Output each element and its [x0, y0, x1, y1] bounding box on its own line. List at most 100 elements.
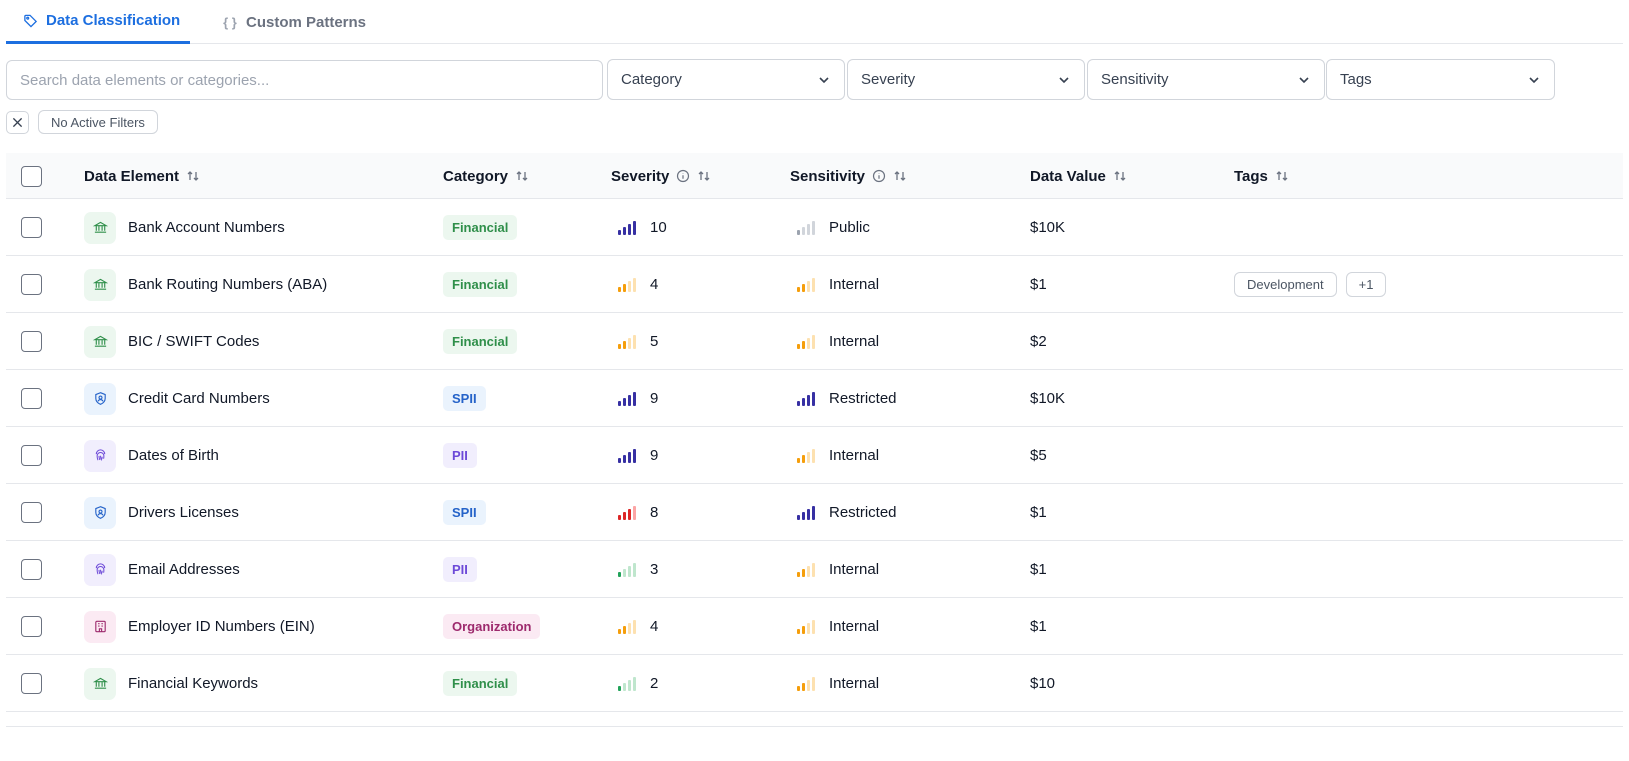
- tab-custom-patterns[interactable]: { } Custom Patterns: [222, 0, 366, 44]
- data-element-name: Employer ID Numbers (EIN): [128, 618, 315, 635]
- column-header-category[interactable]: Category: [443, 153, 529, 199]
- tag-chip[interactable]: +1: [1345, 272, 1387, 297]
- column-header-tags[interactable]: Tags: [1234, 153, 1289, 199]
- sort-icon[interactable]: [1275, 169, 1289, 183]
- data-element-name: Email Addresses: [128, 561, 240, 578]
- row-checkbox[interactable]: [21, 616, 42, 637]
- select-all-checkbox[interactable]: [21, 165, 42, 187]
- data-element-name: Credit Card Numbers: [128, 390, 270, 407]
- category-badge: Organization: [443, 614, 541, 639]
- table-row[interactable]: Credit Card Numbers SPII 9 Restricted $1…: [6, 370, 1623, 427]
- level-bar: [618, 514, 621, 520]
- sensitivity-bars-icon: [797, 562, 815, 577]
- row-checkbox[interactable]: [21, 502, 42, 523]
- divider: [6, 726, 1623, 727]
- level-bar: [802, 340, 805, 349]
- severity-bars-icon: [618, 676, 636, 691]
- column-label: Severity: [611, 167, 670, 185]
- sensitivity-filter-select[interactable]: Sensitivity: [1087, 59, 1325, 100]
- level-bar: [812, 334, 815, 349]
- tag-chip[interactable]: Development: [1234, 272, 1337, 297]
- tab-label: Custom Patterns: [246, 13, 367, 31]
- select-label: Tags: [1340, 71, 1372, 88]
- level-bar: [618, 571, 621, 577]
- table-row[interactable]: Drivers Licenses SPII 8 Restricted $1: [6, 484, 1623, 541]
- info-icon[interactable]: [872, 169, 886, 183]
- level-bar: [633, 391, 636, 406]
- column-label: Data Value: [1030, 167, 1106, 185]
- sensitivity-value: Internal: [829, 447, 880, 464]
- column-header-sensitivity[interactable]: Sensitivity: [790, 153, 907, 199]
- search-input[interactable]: [6, 60, 603, 100]
- sort-icon[interactable]: [186, 169, 200, 183]
- column-header-data-element[interactable]: Data Element: [84, 153, 200, 199]
- sort-icon[interactable]: [1113, 169, 1127, 183]
- level-bar: [812, 676, 815, 691]
- level-bar: [633, 277, 636, 292]
- category-badge: SPII: [443, 386, 486, 411]
- severity-value: 2: [650, 675, 659, 692]
- row-checkbox[interactable]: [21, 673, 42, 694]
- row-checkbox[interactable]: [21, 217, 42, 238]
- level-bar: [618, 286, 621, 292]
- data-element-name: Bank Routing Numbers (ABA): [128, 276, 328, 293]
- level-bar: [633, 619, 636, 634]
- level-bar: [618, 229, 621, 235]
- row-checkbox[interactable]: [21, 388, 42, 409]
- level-bar: [618, 400, 621, 406]
- sensitivity-value: Public: [829, 219, 870, 236]
- sort-icon[interactable]: [515, 169, 529, 183]
- clear-filters-button[interactable]: [6, 111, 29, 134]
- tags-filter-select[interactable]: Tags: [1326, 59, 1555, 100]
- table-row[interactable]: Bank Account Numbers Financial 10 Public…: [6, 199, 1623, 256]
- chevron-down-icon: [1059, 76, 1069, 83]
- row-checkbox[interactable]: [21, 559, 42, 580]
- data-value: $5: [1030, 447, 1047, 464]
- level-bar: [812, 619, 815, 634]
- sensitivity-bars-icon: [797, 334, 815, 349]
- level-bar: [802, 283, 805, 292]
- severity-bars-icon: [618, 220, 636, 235]
- table-row[interactable]: Dates of Birth PII 9 Internal $5: [6, 427, 1623, 484]
- level-bar: [623, 625, 626, 634]
- level-bar: [797, 343, 800, 349]
- sort-icon[interactable]: [697, 169, 711, 183]
- level-bar: [633, 220, 636, 235]
- table-row[interactable]: Financial Keywords Financial 2 Internal …: [6, 655, 1623, 712]
- data-element-name: Drivers Licenses: [128, 504, 239, 521]
- level-bar: [618, 628, 621, 634]
- table-row[interactable]: BIC / SWIFT Codes Financial 5 Internal $…: [6, 313, 1623, 370]
- category-filter-select[interactable]: Category: [607, 59, 845, 100]
- category-badge: Financial: [443, 215, 518, 240]
- info-icon[interactable]: [676, 169, 690, 183]
- sort-icon[interactable]: [893, 169, 907, 183]
- category-badge: SPII: [443, 500, 486, 525]
- level-bar: [623, 511, 626, 520]
- row-checkbox[interactable]: [21, 445, 42, 466]
- level-bar: [812, 562, 815, 577]
- column-label: Data Element: [84, 167, 180, 185]
- sensitivity-bars-icon: [797, 619, 815, 634]
- table-body: Bank Account Numbers Financial 10 Public…: [6, 199, 1623, 712]
- column-header-data-value[interactable]: Data Value: [1030, 153, 1127, 199]
- row-checkbox[interactable]: [21, 274, 42, 295]
- level-bar: [797, 457, 800, 463]
- braces-icon: { }: [223, 14, 237, 30]
- sensitivity-value: Internal: [829, 561, 880, 578]
- table-row[interactable]: Bank Routing Numbers (ABA) Financial 4 I…: [6, 256, 1623, 313]
- tab-label: Data Classification: [46, 12, 181, 29]
- close-icon: [12, 117, 23, 128]
- level-bar: [802, 397, 805, 406]
- category-badge: PII: [443, 557, 477, 582]
- fingerprint-icon: [84, 439, 116, 472]
- table-row[interactable]: Employer ID Numbers (EIN) Organization 4…: [6, 598, 1623, 655]
- level-bar: [618, 685, 621, 691]
- table-row[interactable]: Email Addresses PII 3 Internal $1: [6, 541, 1623, 598]
- severity-filter-select[interactable]: Severity: [847, 59, 1085, 100]
- severity-value: 9: [650, 390, 659, 407]
- category-badge: PII: [443, 443, 477, 468]
- severity-bars-icon: [618, 277, 636, 292]
- tab-data-classification[interactable]: Data Classification: [6, 0, 190, 44]
- row-checkbox[interactable]: [21, 331, 42, 352]
- column-header-severity[interactable]: Severity: [611, 153, 711, 199]
